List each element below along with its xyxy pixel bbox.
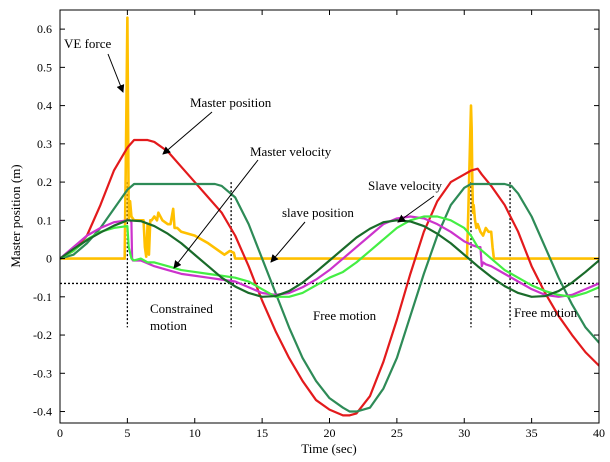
- label-slave-velocity: Slave velocity: [368, 178, 443, 193]
- y-tick-label: 0.1: [37, 213, 52, 227]
- y-tick-label: 0.4: [37, 99, 52, 113]
- x-tick-label: 30: [458, 426, 470, 440]
- x-tick-label: 15: [256, 426, 268, 440]
- label-ve-force: VE force: [64, 36, 112, 51]
- y-tick-label: -0.1: [33, 290, 52, 304]
- y-tick-label: -0.4: [33, 405, 52, 419]
- y-tick-label: 0.3: [37, 137, 52, 151]
- y-tick-label: -0.2: [33, 328, 52, 342]
- x-tick-label: 0: [57, 426, 63, 440]
- y-tick-label: 0.2: [37, 175, 52, 189]
- label-master-position: Master position: [190, 95, 272, 110]
- x-tick-label: 35: [526, 426, 538, 440]
- x-tick-label: 20: [324, 426, 336, 440]
- x-tick-label: 25: [391, 426, 403, 440]
- x-tick-label: 5: [124, 426, 130, 440]
- y-axis-title: Master position (m): [8, 164, 23, 267]
- y-tick-label: 0.5: [37, 60, 52, 74]
- x-tick-label: 10: [189, 426, 201, 440]
- x-tick-label: 40: [593, 426, 605, 440]
- label-master-velocity: Master velocity: [250, 144, 332, 159]
- x-axis-title: Time (sec): [301, 441, 357, 456]
- label-slave-position: slave position: [282, 205, 354, 220]
- y-tick-label: 0.6: [37, 22, 52, 36]
- label-constrained: Constrained: [150, 301, 213, 316]
- label-free-motion-2: Free motion: [514, 305, 578, 320]
- y-tick-label: -0.3: [33, 366, 52, 380]
- label-constrained-motion: motion: [150, 318, 187, 333]
- y-tick-label: 0: [46, 252, 52, 266]
- label-free-motion-1: Free motion: [313, 308, 377, 323]
